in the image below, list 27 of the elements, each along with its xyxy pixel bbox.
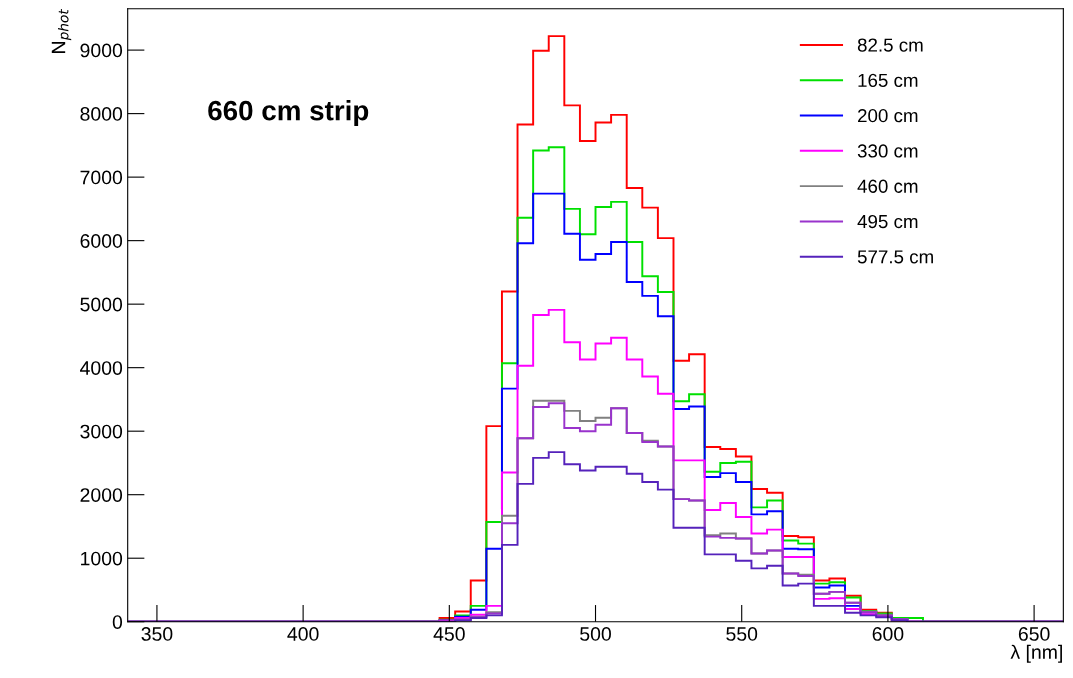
legend-label: 200 cm: [858, 109, 918, 123]
x-tick-label: 600: [872, 627, 904, 641]
y-tick-label: 9000: [80, 43, 123, 58]
annotation: 660 cm strip: [208, 100, 369, 126]
y-tick-label: 8000: [80, 107, 123, 121]
y-tick-label: 4000: [80, 361, 123, 375]
y-tick-label: 7000: [80, 170, 123, 185]
y-axis-title: N$_{phot}$: [51, 8, 72, 53]
y-tick-label: 2000: [80, 488, 123, 502]
y-tick-label: 0: [112, 615, 123, 629]
y-tick-label: 5000: [80, 297, 123, 312]
legend-label: 165 cm: [858, 73, 918, 88]
x-axis-title: λ [nm]: [1010, 644, 1062, 663]
x-tick-label: 650: [1018, 627, 1050, 641]
y-tick-label: 1000: [81, 551, 123, 566]
legend-label: 577.5 cm: [857, 250, 933, 264]
x-tick-label: 350: [141, 627, 173, 641]
legend-label: 460 cm: [857, 179, 918, 193]
legend-label: 82.5 cm: [857, 38, 923, 52]
x-tick-label: 450: [433, 627, 465, 641]
legend-label: 495 cm: [857, 214, 918, 229]
y-tick-label: 3000: [80, 424, 123, 439]
x-tick-label: 400: [287, 627, 319, 641]
x-tick-label: 500: [580, 627, 611, 641]
y-tick-label: 6000: [80, 234, 123, 248]
legend-label: 330 cm: [857, 144, 918, 158]
x-tick-label: 550: [726, 627, 758, 641]
